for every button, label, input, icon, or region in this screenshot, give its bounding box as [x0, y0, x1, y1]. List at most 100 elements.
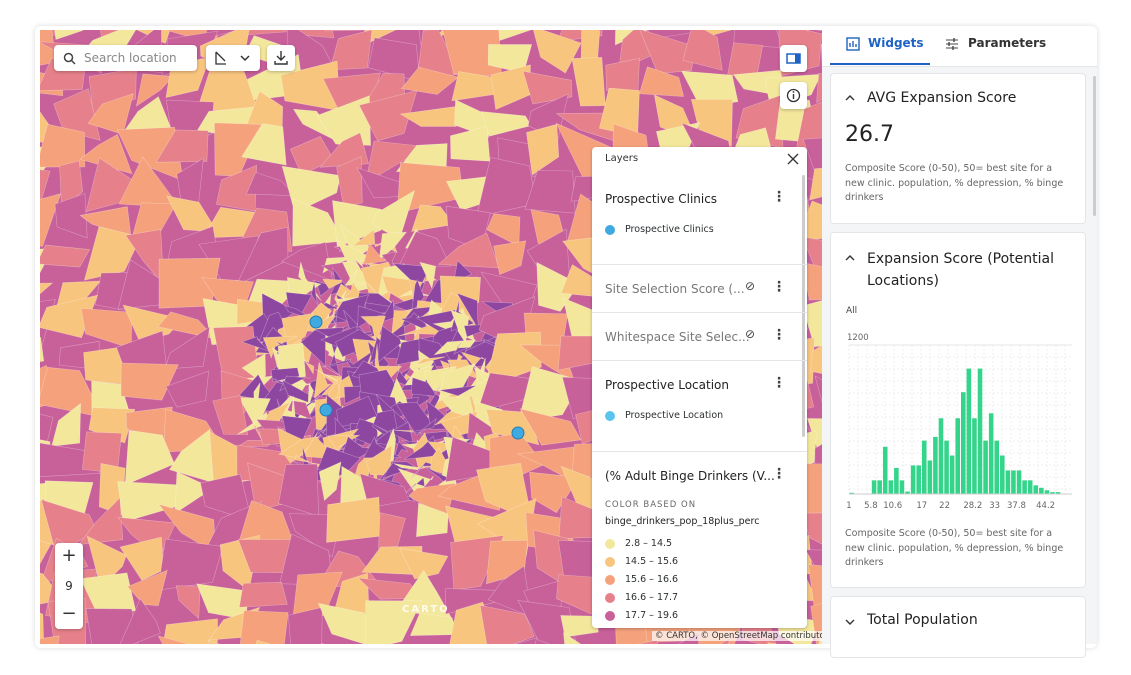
legend-label: Prospective Clinics [625, 224, 714, 235]
bar [988, 413, 994, 494]
legend-item: Prospective Clinics [605, 224, 714, 235]
legend-swatch [605, 592, 615, 603]
legend-swatch [605, 410, 615, 421]
tab-bar [822, 30, 1097, 67]
map-region [262, 335, 298, 359]
legend-label: 17.7 – 19.6 [625, 610, 679, 621]
layer-menu[interactable]: ⋮ [772, 279, 786, 295]
attribution: © CARTO, © OpenStreetMap contributors [652, 631, 836, 641]
map-region [326, 434, 360, 457]
map-region [563, 631, 582, 644]
map-region [59, 160, 83, 212]
scrollbar [1093, 76, 1096, 216]
panel-toggle[interactable] [780, 45, 807, 72]
bar [1044, 490, 1050, 494]
map-region [40, 540, 52, 565]
visibility-icon: ⊘ [745, 279, 756, 293]
map-region [560, 615, 599, 638]
bar [1027, 480, 1033, 494]
bar [877, 480, 882, 494]
search-box[interactable]: Search location [54, 45, 197, 71]
legend-label: 14.5 – 15.6 [625, 556, 679, 567]
map-region [801, 262, 822, 306]
map-region [241, 353, 266, 383]
map-region [490, 64, 531, 111]
map-region [54, 193, 88, 239]
map-region [821, 43, 822, 73]
map-region [816, 72, 822, 103]
bar [983, 440, 988, 494]
layer-menu[interactable]: ⋮ [772, 466, 786, 482]
draw-tool[interactable] [206, 45, 260, 71]
layer-menu[interactable]: ⋮ [772, 327, 786, 343]
map-region [519, 408, 582, 446]
bar [955, 418, 960, 494]
map-region [396, 231, 451, 270]
separator [592, 451, 807, 452]
map-region [239, 610, 289, 644]
map-region [358, 90, 418, 142]
map-region [411, 278, 425, 314]
map-region [419, 261, 437, 290]
zoom-level: 9 [65, 579, 73, 593]
tab-indicator [830, 63, 930, 65]
map-region [244, 30, 287, 36]
legend-field: binge_drinkers_pop_18plus_perc [605, 516, 760, 527]
map-region [79, 133, 133, 175]
map-region [332, 290, 347, 307]
map-region [316, 95, 371, 146]
map-region [409, 417, 437, 434]
map-region [119, 598, 161, 644]
close-button[interactable] [787, 153, 799, 165]
watermark: CARTO [402, 604, 450, 615]
map-region [241, 123, 287, 166]
map-region [416, 502, 449, 538]
legend-item: 17.7 – 19.6 [605, 610, 678, 621]
y-tick-label: 1200 [847, 333, 869, 343]
bar [905, 491, 910, 494]
layer-menu[interactable]: ⋮ [772, 375, 786, 391]
map-region [120, 362, 179, 401]
tab[interactable]: Parameters [968, 36, 1047, 50]
layer-menu[interactable]: ⋮ [772, 189, 786, 205]
bar [927, 460, 933, 494]
info-button[interactable] [780, 82, 807, 109]
map-region [122, 304, 184, 343]
search-placeholder: Search location [84, 51, 177, 65]
zoom-in[interactable]: + [61, 545, 77, 566]
legend-swatch [605, 538, 615, 549]
map-region [479, 604, 535, 644]
map-region [809, 167, 822, 201]
map-region [135, 73, 174, 107]
layers-title: Layers [605, 153, 639, 164]
map-region [460, 351, 486, 367]
map-region [415, 356, 446, 366]
legend-swatch [605, 224, 615, 235]
map-region [313, 362, 332, 400]
map-region [175, 585, 201, 620]
map-region [453, 340, 469, 355]
map-region [318, 461, 342, 502]
bar [966, 368, 972, 494]
map-region [810, 344, 822, 374]
download-button[interactable] [267, 45, 295, 71]
x-tick-label: 28.2 [963, 501, 982, 511]
legend-label: 2.8 – 14.5 [625, 538, 673, 549]
legend-caption: COLOR BASED ON [605, 500, 697, 510]
layer-name: Prospective Location [605, 378, 729, 392]
map-region [727, 42, 764, 77]
legend-item: 2.8 – 14.5 [605, 538, 672, 549]
map-region [322, 358, 352, 368]
x-tick-label: 1 [846, 501, 851, 511]
map-region [802, 300, 822, 348]
map-region [529, 471, 580, 514]
map-region [88, 67, 137, 116]
tab[interactable]: Widgets [868, 36, 924, 50]
map-region [801, 512, 822, 545]
legend-item: 14.5 – 15.6 [605, 556, 678, 567]
map-region [326, 496, 381, 543]
map-region [322, 278, 343, 289]
zoom-out[interactable]: − [61, 603, 77, 624]
bar [1033, 485, 1039, 494]
map-region [456, 292, 480, 331]
